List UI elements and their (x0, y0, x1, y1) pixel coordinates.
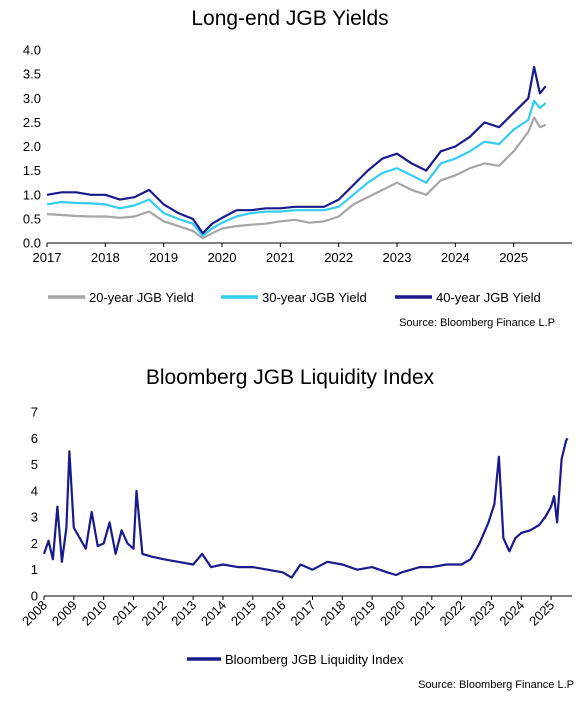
legend-item-30y: 30-year JGB Yield (221, 290, 367, 305)
y-tick-label: 0.5 (23, 211, 41, 226)
y-axis: 0.0 0.5 1.0 1.5 2.0 2.5 3.0 3.5 4.0 (23, 43, 41, 251)
x-tick-label: 2017 (33, 250, 62, 265)
chart-title: Long-end JGB Yields (191, 7, 388, 30)
x-tick-label: 2023 (383, 250, 412, 265)
y-tick-label: 0.0 (23, 236, 41, 251)
series-30y-line (46, 99, 547, 237)
legend: 20-year JGB Yield 30-year JGB Yield 40-y… (48, 290, 541, 305)
x-tick-label: 2019 (347, 598, 378, 629)
x-tick-label: 2019 (149, 250, 178, 265)
y-tick-label: 1.5 (23, 163, 41, 178)
y-tick-label: 2.0 (23, 139, 41, 154)
x-tick-label: 2012 (138, 598, 169, 629)
legend-label-30y: 30-year JGB Yield (262, 290, 367, 305)
source-note: Source: Bloomberg Finance L.P (418, 679, 574, 691)
legend: Bloomberg JGB Liquidity Index (187, 652, 404, 667)
x-tick-label: 2011 (109, 598, 139, 628)
plot-area (46, 65, 547, 240)
x-tick-label: 2018 (317, 598, 348, 629)
series-20y-line (46, 116, 547, 240)
y-tick-label: 4.0 (23, 43, 41, 58)
x-tick-label: 2022 (324, 250, 353, 265)
y-tick-label: 2 (31, 536, 38, 551)
y-tick-label: 2.5 (23, 115, 41, 130)
x-tick-label: 2024 (441, 250, 470, 265)
chart-title: Bloomberg JGB Liquidity Index (146, 366, 435, 389)
legend-label-liquidity: Bloomberg JGB Liquidity Index (225, 652, 404, 667)
x-tick-label: 2009 (49, 598, 80, 629)
x-tick-label: 2021 (266, 250, 295, 265)
y-tick-label: 0 (31, 589, 38, 604)
chart-liquidity: Bloomberg JGB Liquidity Index 0 1 2 3 4 5 6 7 2… (19, 366, 574, 691)
y-tick-label: 4 (31, 483, 38, 498)
series-40y-line (46, 65, 547, 235)
series-liquidity-line (42, 437, 569, 579)
y-tick-label: 1.0 (23, 187, 41, 202)
x-tick-label: 2013 (168, 598, 199, 629)
x-tick-label: 2022 (437, 598, 468, 629)
legend-item-liquidity: Bloomberg JGB Liquidity Index (187, 652, 404, 667)
chart-yields: Long-end JGB Yields 0.0 0.5 1.0 1.5 2.0 2.5 3.… (23, 7, 572, 329)
x-tick-label: 2018 (91, 250, 120, 265)
y-tick-label: 6 (31, 431, 38, 446)
y-tick-label: 3.5 (23, 67, 41, 82)
legend-item-40y: 40-year JGB Yield (395, 290, 541, 305)
y-tick-label: 5 (31, 457, 38, 472)
x-tick-label: 2014 (198, 598, 229, 629)
y-tick-label: 3.0 (23, 91, 41, 106)
legend-label-40y: 40-year JGB Yield (436, 290, 541, 305)
x-tick-label: 2021 (407, 598, 438, 629)
x-tick-label: 2008 (19, 598, 50, 629)
y-tick-label: 3 (31, 510, 38, 525)
x-tick-label: 2025 (499, 250, 528, 265)
source-note: Source: Bloomberg Finance L.P (399, 317, 555, 329)
y-tick-label: 7 (31, 405, 38, 420)
y-tick-label: 1 (31, 562, 38, 577)
x-tick-label: 2017 (288, 598, 319, 629)
x-tick-label: 2020 (208, 250, 237, 265)
x-tick-label: 2015 (228, 598, 259, 629)
x-axis: 2017 2018 2019 2020 2021 2022 2023 2024 2025 (33, 242, 572, 265)
plot-area (42, 437, 569, 579)
legend-label-20y: 20-year JGB Yield (89, 290, 194, 305)
x-tick-label: 2010 (79, 598, 110, 629)
x-tick-label: 2024 (496, 598, 527, 629)
x-tick-label: 2023 (467, 598, 498, 629)
x-tick-label: 2020 (377, 598, 408, 629)
legend-item-20y: 20-year JGB Yield (48, 290, 194, 305)
y-axis: 0 1 2 3 4 5 6 7 (31, 405, 38, 604)
x-tick-label: 2025 (526, 598, 557, 629)
x-tick-label: 2016 (258, 598, 289, 629)
